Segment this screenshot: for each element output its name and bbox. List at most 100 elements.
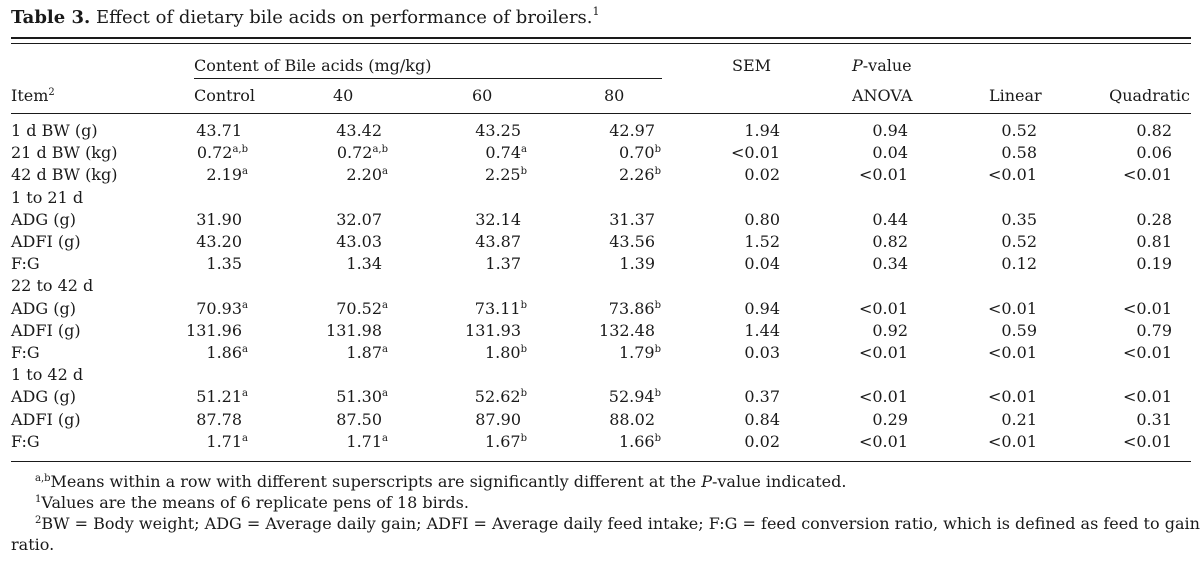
treatment-value-cell: 1.66b: [581, 432, 661, 452]
treatment-value: 43.71: [196, 121, 243, 140]
row-item-label: ADG (g): [11, 210, 76, 229]
footnote-text: Means within a row with different supers…: [50, 472, 702, 491]
quadratic-value: <0.01: [1122, 299, 1172, 318]
treatment-value-cell: 31.90a: [168, 210, 248, 230]
treatment-value-cell: 1.80b: [447, 343, 527, 363]
treatment-value: 31.90: [196, 210, 243, 229]
treatment-value-cell: 1.71a: [308, 432, 388, 452]
treatment-value-cell: 70.52a: [308, 299, 388, 319]
sem-value: 0.37: [744, 387, 780, 406]
quadratic-value: 0.06: [1136, 143, 1172, 162]
linear-value: 0.52: [1001, 121, 1037, 140]
treatment-value: 52.62: [474, 387, 521, 406]
treatment-value: 1.39: [619, 254, 656, 273]
significance-superscript: a: [382, 166, 388, 177]
treatment-value: 2.19: [206, 165, 243, 184]
treatment-value-cell: 51.30a: [308, 387, 388, 407]
significance-superscript: a: [382, 433, 388, 444]
treatment-value: 131.96: [186, 321, 243, 340]
linear-value: <0.01: [987, 387, 1037, 406]
treatment-value: 1.79: [618, 343, 655, 362]
treatment-value: 0.70: [618, 143, 655, 162]
anova-value: 0.44: [872, 210, 908, 229]
treatment-value-cell: 1.71a: [168, 432, 248, 452]
significance-superscript: a: [382, 300, 388, 311]
treatment-value: 2.26: [618, 165, 655, 184]
treatment-value: 1.67: [484, 432, 521, 451]
bottom-rule: [11, 461, 1191, 462]
quadratic-value: 0.31: [1136, 410, 1172, 429]
group-underline: [194, 78, 662, 79]
header-item: Item2: [11, 86, 55, 106]
treatment-value: 1.66: [618, 432, 655, 451]
treatment-value: 51.21: [196, 387, 243, 406]
header-group-content: Content of Bile acids (mg/kg): [194, 56, 432, 75]
header-pvalue-italic: P: [852, 56, 863, 75]
row-item-label: 21 d BW (kg): [11, 143, 118, 162]
table-caption: Table 3. Effect of dietary bile acids on…: [11, 5, 600, 28]
treatment-value-cell: 1.79b: [581, 343, 661, 363]
treatment-value: 0.72: [196, 143, 233, 162]
treatment-value-cell: 1.86a: [168, 343, 248, 363]
header-quadratic: Quadratic: [1109, 86, 1190, 105]
caption-footnote-marker: 1: [592, 5, 600, 18]
section-label: 1 to 21 d: [11, 188, 84, 207]
treatment-value-cell: 131.93a: [447, 321, 527, 341]
quadratic-value: 0.28: [1136, 210, 1172, 229]
treatment-value-cell: 0.72a,b: [168, 143, 248, 163]
footnote-marker-2: 2: [35, 515, 42, 526]
anova-value: <0.01: [858, 432, 908, 451]
significance-superscript: a: [242, 344, 248, 355]
header-40: 40: [333, 86, 354, 105]
treatment-value-cell: 43.56a: [581, 232, 661, 252]
table-label: Table 3.: [11, 7, 91, 28]
quadratic-value: <0.01: [1122, 343, 1172, 362]
treatment-value: 1.35: [206, 254, 243, 273]
treatment-value-cell: 31.37a: [581, 210, 661, 230]
treatment-value-cell: 2.20a: [308, 165, 388, 185]
footnote-text: Values are the means of 6 replicate pens…: [41, 493, 469, 512]
sem-value: 0.84: [744, 410, 780, 429]
treatment-value: 0.74: [485, 143, 522, 162]
treatment-value-cell: 42.97a: [581, 121, 661, 141]
treatment-value-cell: 32.07a: [308, 210, 388, 230]
header-control: Control: [194, 86, 256, 105]
anova-value: <0.01: [858, 387, 908, 406]
sem-value: 0.02: [744, 165, 780, 184]
header-anova: ANOVA: [852, 86, 913, 105]
treatment-value-cell: 1.35a: [168, 254, 248, 274]
treatment-value: 43.03: [336, 232, 383, 251]
treatment-value: 52.94: [608, 387, 655, 406]
treatment-value: 2.25: [484, 165, 521, 184]
header-80: 80: [604, 86, 625, 105]
treatment-value: 43.25: [475, 121, 522, 140]
footnote-text: -value indicated.: [711, 472, 847, 491]
header-60: 60: [472, 86, 493, 105]
linear-value: <0.01: [987, 165, 1037, 184]
quadratic-value: 0.79: [1136, 321, 1172, 340]
treatment-value: 70.52: [336, 299, 383, 318]
treatment-value-cell: 1.37a: [447, 254, 527, 274]
linear-value: 0.35: [1001, 210, 1037, 229]
anova-value: <0.01: [858, 165, 908, 184]
quadratic-value: 0.19: [1136, 254, 1172, 273]
linear-value: 0.52: [1001, 232, 1037, 251]
sem-value: <0.01: [730, 143, 780, 162]
treatment-value: 70.93: [196, 299, 243, 318]
footnote-abbreviations-cont: ratio.: [11, 535, 55, 554]
caption-text: Effect of dietary bile acids on performa…: [96, 7, 593, 28]
treatment-value: 2.20: [346, 165, 383, 184]
treatment-value-cell: 0.72a,b: [308, 143, 388, 163]
anova-value: 0.94: [872, 121, 908, 140]
linear-value: <0.01: [987, 343, 1037, 362]
quadratic-value: 0.81: [1136, 232, 1172, 251]
significance-superscript: a,b: [232, 144, 248, 155]
quadratic-value: <0.01: [1122, 165, 1172, 184]
sem-value: 0.94: [744, 299, 780, 318]
treatment-value-cell: 43.87a: [447, 232, 527, 252]
treatment-value-cell: 73.86b: [581, 299, 661, 319]
top-rule-thin: [11, 43, 1191, 44]
header-item-marker: 2: [48, 87, 55, 98]
anova-value: 0.04: [872, 143, 908, 162]
